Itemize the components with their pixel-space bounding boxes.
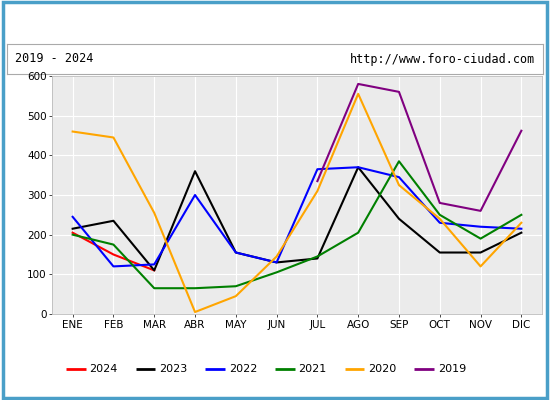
Text: 2021: 2021 [298, 364, 327, 374]
Text: 2020: 2020 [368, 364, 396, 374]
Text: 2023: 2023 [159, 364, 187, 374]
Text: 2022: 2022 [229, 364, 257, 374]
Text: 2019 - 2024: 2019 - 2024 [15, 52, 93, 66]
Text: http://www.foro-ciudad.com: http://www.foro-ciudad.com [350, 52, 535, 66]
Text: Evolucion Nº Turistas Nacionales en el municipio de Jimena: Evolucion Nº Turistas Nacionales en el m… [31, 14, 519, 28]
Text: 2024: 2024 [89, 364, 118, 374]
Text: 2019: 2019 [438, 364, 466, 374]
